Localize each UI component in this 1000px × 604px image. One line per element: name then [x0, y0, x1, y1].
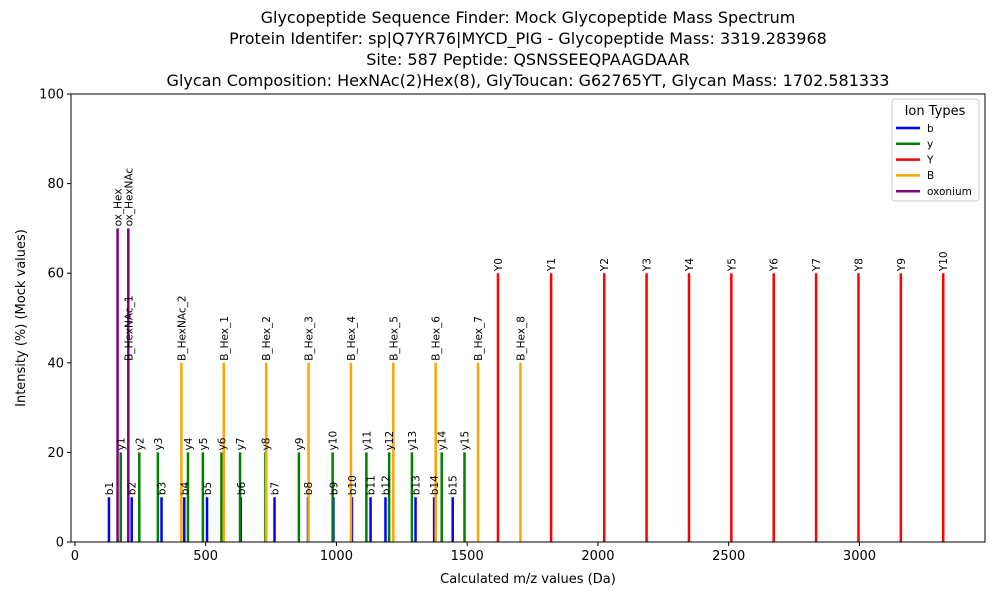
title-line-3: Site: 587 Peptide: QSNSSEEQPAAGDAAR	[366, 50, 690, 69]
peak-label-b13: b13	[411, 475, 423, 495]
x-tick-label: 2000	[581, 549, 614, 564]
peak-label-Y4: Y4	[684, 258, 696, 272]
peak-label-B_Hex_8: B_Hex_8	[515, 316, 527, 361]
peak-label-B_Hex_4: B_Hex_4	[346, 316, 358, 361]
peak-label-b4: b4	[179, 482, 191, 496]
y-axis-label: Intensity (%) (Mock values)	[14, 229, 29, 407]
legend-label-b: b	[927, 123, 934, 135]
peak-label-b1: b1	[104, 482, 116, 495]
peak-label-y3: y3	[153, 437, 165, 450]
peak-label-y12: y12	[384, 431, 396, 451]
x-axis: 0 500 1000 1500 2000 2500 3000	[71, 542, 876, 564]
peak-label-y15: y15	[459, 431, 471, 451]
peak-label-Y3: Y3	[642, 258, 654, 272]
peak-label-Y9: Y9	[896, 258, 908, 272]
x-tick-label: 2500	[712, 549, 745, 564]
peak-label-b3: b3	[157, 482, 169, 495]
peak-label-b6: b6	[236, 482, 248, 496]
x-tick-label: 1500	[451, 549, 484, 564]
title-line-1: Glycopeptide Sequence Finder: Mock Glyco…	[261, 8, 796, 27]
peak-label-b12: b12	[380, 475, 392, 495]
peak-label-b8: b8	[303, 482, 315, 495]
peak-labels: b1 b2 b3 b4 b5 b6 b7 b8 b9 b10 b11 b12 b13 b14 b15 y1 y2…	[104, 168, 950, 496]
peak-label-b10: b10	[347, 475, 359, 495]
peak-label-B_HexNAc_2: B_HexNAc_2	[176, 295, 188, 360]
legend-label-Y: Y	[926, 154, 934, 166]
y-tick-label: 60	[47, 267, 64, 282]
peak-label-ox_Hex: ox_Hex	[113, 188, 125, 226]
peak-label-y6: y6	[216, 437, 228, 450]
y-tick-label: 20	[47, 446, 64, 461]
legend-label-oxonium: oxonium	[927, 186, 972, 198]
peak-label-y7: y7	[235, 437, 247, 450]
peak-label-B_Hex_2: B_Hex_2	[261, 316, 273, 361]
peak-label-B_Hex_1: B_Hex_1	[219, 316, 231, 361]
peak-label-b7: b7	[270, 482, 282, 495]
y-tick-label: 40	[47, 356, 64, 371]
legend-label-B: B	[927, 170, 934, 182]
peak-label-y5: y5	[198, 437, 210, 450]
peak-label-B_Hex_7: B_Hex_7	[473, 316, 485, 361]
y-axis: 0 20 40 60 80 100	[39, 88, 71, 551]
peak-label-b11: b11	[366, 475, 378, 495]
peak-label-y4: y4	[183, 437, 195, 450]
peak-label-B_HexNAc_1: B_HexNAc_1	[123, 295, 135, 360]
peak-label-b14: b14	[429, 475, 441, 495]
peak-label-Y8: Y8	[853, 258, 865, 272]
y-tick-label: 0	[56, 536, 64, 551]
peak-label-Y7: Y7	[811, 258, 823, 272]
peak-label-ox_HexNAc: ox_HexNAc	[123, 168, 135, 227]
peaks	[107, 228, 945, 542]
peak-label-B_Hex_6: B_Hex_6	[431, 316, 443, 361]
peak-label-b15: b15	[448, 475, 460, 495]
legend-title: Ion Types	[905, 104, 966, 119]
peak-label-y14: y14	[437, 431, 449, 451]
peak-label-Y1: Y1	[546, 258, 558, 272]
peak-label-y11: y11	[361, 431, 373, 451]
title-line-4: Glycan Composition: HexNAc(2)Hex(8), Gly…	[167, 71, 890, 90]
x-axis-label: Calculated m/z values (Da)	[440, 572, 616, 587]
peak-label-Y2: Y2	[599, 258, 611, 272]
peak-label-y10: y10	[328, 431, 340, 451]
peak-label-b9: b9	[328, 482, 340, 495]
x-tick-label: 3000	[843, 549, 876, 564]
peak-label-b5: b5	[202, 482, 214, 495]
peak-label-b2: b2	[127, 482, 139, 495]
peak-label-y13: y13	[407, 431, 419, 451]
title-line-2: Protein Identifer: sp|Q7YR76|MYCD_PIG - …	[229, 29, 827, 49]
y-tick-label: 100	[39, 88, 64, 103]
chart-title: Glycopeptide Sequence Finder: Mock Glyco…	[167, 8, 890, 90]
x-tick-label: 0	[71, 549, 79, 564]
peak-label-Y6: Y6	[769, 258, 781, 272]
peak-label-Y10: Y10	[938, 251, 950, 272]
peak-label-y2: y2	[134, 437, 146, 450]
peak-label-y1: y1	[116, 437, 128, 450]
peak-label-B_Hex_5: B_Hex_5	[388, 316, 400, 361]
plot-frame	[70, 93, 986, 543]
legend-label-y: y	[927, 139, 933, 151]
peak-label-Y0: Y0	[493, 258, 505, 272]
x-tick-label: 1000	[320, 549, 353, 564]
x-tick-label: 500	[193, 549, 218, 564]
peak-label-B_Hex_3: B_Hex_3	[304, 316, 316, 361]
peak-label-y9: y9	[294, 437, 306, 450]
peak-label-y8: y8	[260, 437, 272, 450]
y-tick-label: 80	[47, 177, 64, 192]
peak-label-Y5: Y5	[726, 258, 738, 272]
